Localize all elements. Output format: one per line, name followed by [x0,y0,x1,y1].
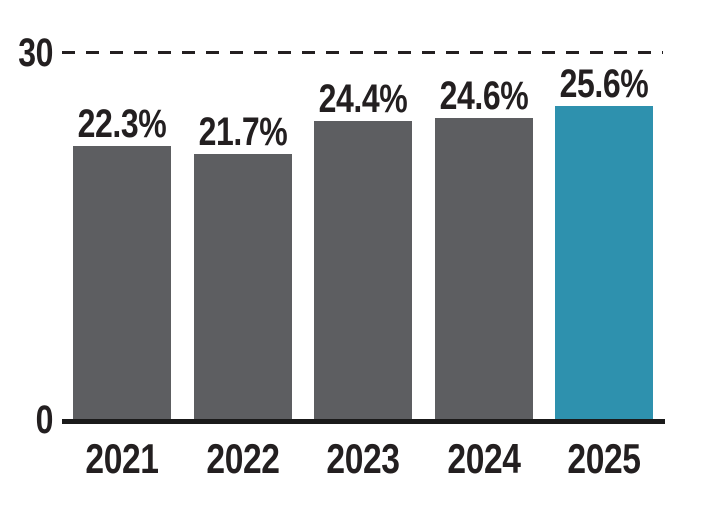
x-axis-tick-2024: 2024 [447,435,521,482]
x-axis-tick-2025: 2025 [567,435,641,482]
y-axis-tick-0: 0 [35,398,54,442]
x-axis-tick-2021: 2021 [85,435,159,482]
bar-value-label-2025: 25.6% [559,62,649,106]
bar-2024 [435,118,533,419]
bar-value-label-2022: 21.7% [198,110,288,154]
bar-value-label-2021: 22.3% [77,102,167,146]
y-axis-tick-30: 30 [18,31,54,75]
bar-2023 [314,121,412,419]
bar-value-label-2024: 24.6% [439,74,529,118]
x-axis-tick-2023: 2023 [326,435,400,482]
x-axis-line [62,419,665,424]
x-axis-tick-2022: 2022 [206,435,280,482]
bar-2025 [555,106,653,419]
bar-2021 [73,146,171,419]
bar-2022 [194,154,292,419]
target-gridline-30 [62,51,663,54]
bar-value-label-2023: 24.4% [318,77,408,121]
